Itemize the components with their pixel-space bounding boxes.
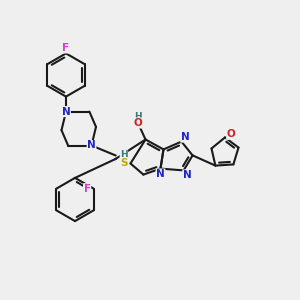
Text: N: N: [87, 140, 96, 151]
Text: N: N: [156, 169, 165, 179]
Text: F: F: [83, 184, 91, 194]
Text: N: N: [183, 170, 192, 180]
Text: O: O: [134, 118, 142, 128]
Text: F: F: [62, 43, 70, 53]
Text: H: H: [120, 150, 128, 159]
Text: N: N: [181, 132, 190, 142]
Text: O: O: [226, 129, 236, 140]
Text: S: S: [121, 158, 128, 169]
Text: N: N: [61, 106, 70, 117]
Text: H: H: [134, 112, 142, 121]
